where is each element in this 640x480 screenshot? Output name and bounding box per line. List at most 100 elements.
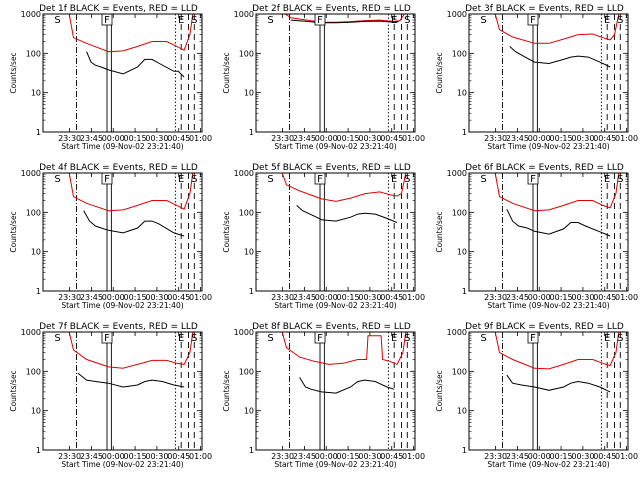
y-tick-label: 1 (36, 128, 41, 137)
x-tick-label: 00:00 (102, 293, 125, 302)
y-tick-label: 1000 (447, 328, 467, 337)
x-tick-label: 00:30 (358, 452, 381, 461)
x-tick-label: 01:00 (615, 134, 638, 143)
x-tick-label: 23:45 (80, 452, 103, 461)
x-tick-label: 01:00 (189, 293, 212, 302)
x-tick-label: 23:45 (506, 452, 529, 461)
chart-title: Det 7f BLACK = Events, RED = LLD (39, 322, 198, 332)
y-tick-label: 1000 (234, 328, 254, 337)
events-series-line (299, 377, 395, 394)
x-tick-label: 00:45 (593, 293, 616, 302)
marker-label: E (178, 333, 184, 344)
y-tick-label: 10 (457, 248, 467, 257)
marker-label: S (54, 333, 60, 344)
marker-label: E (178, 174, 184, 185)
x-tick-label: 00:30 (145, 293, 168, 302)
marker-label: F (104, 333, 110, 344)
x-tick-label: 23:45 (506, 293, 529, 302)
marker-label: S (480, 174, 486, 185)
x-tick-label: 00:15 (337, 134, 360, 143)
y-tick-label: 10 (31, 89, 41, 98)
y-tick-label: 100 (26, 49, 41, 58)
marker-label: S (54, 15, 60, 26)
marker-label: S (191, 15, 197, 26)
x-tick-label: 23:30 (484, 293, 507, 302)
x-tick-label: 00:45 (380, 134, 403, 143)
marker-label: E (391, 15, 397, 26)
marker-label: E (604, 333, 610, 344)
y-tick-label: 10 (457, 89, 467, 98)
x-axis-label: Start Time (09-Nov-02 23:21:40) (487, 460, 609, 469)
x-tick-label: 23:30 (271, 452, 294, 461)
events-series-line (77, 372, 185, 388)
x-tick-label: 00:45 (593, 452, 616, 461)
chart-panel-1: Det 1f BLACK = Events, RED = LLD 1 10 100 10… (9, 4, 212, 151)
x-tick-label: 00:00 (528, 134, 551, 143)
x-tick-label: 23:45 (80, 293, 103, 302)
x-tick-label: 01:00 (615, 293, 638, 302)
x-tick-label: 00:30 (571, 452, 594, 461)
y-tick-label: 100 (452, 49, 467, 58)
chart-title: Det 3f BLACK = Events, RED = LLD (465, 4, 624, 14)
y-tick-label: 10 (244, 407, 254, 416)
x-tick-label: 00:30 (571, 293, 594, 302)
y-tick-label: 100 (239, 49, 254, 58)
y-tick-label: 10 (31, 248, 41, 257)
x-tick-label: 01:00 (189, 452, 212, 461)
y-tick-label: 1 (249, 287, 254, 296)
y-tick-label: 1 (249, 128, 254, 137)
marker-label: S (404, 333, 410, 344)
y-tick-label: 1000 (21, 10, 41, 19)
lld-series-line (43, 332, 196, 369)
y-tick-label: 10 (244, 248, 254, 257)
chart-panel-5: Det 5f BLACK = Events, RED = LLD 1 10 100 10… (222, 163, 425, 310)
chart-panel-3: Det 3f BLACK = Events, RED = LLD 1 10 100 10… (435, 4, 638, 151)
y-tick-label: 1000 (234, 169, 254, 178)
x-tick-label: 23:45 (80, 134, 103, 143)
x-tick-label: 00:15 (550, 293, 573, 302)
lld-series-line (469, 173, 622, 212)
x-axis-label: Start Time (09-Nov-02 23:21:40) (487, 301, 609, 310)
y-tick-label: 1000 (21, 169, 41, 178)
events-series-line (290, 19, 399, 24)
y-tick-label: 1 (249, 446, 254, 455)
y-tick-label: 1000 (234, 10, 254, 19)
x-tick-label: 00:45 (167, 452, 190, 461)
y-tick-label: 1000 (21, 328, 41, 337)
lld-series-line (43, 14, 196, 53)
x-tick-label: 00:00 (102, 134, 125, 143)
x-tick-label: 23:30 (484, 134, 507, 143)
marker-label: E (178, 15, 184, 26)
x-tick-label: 00:45 (380, 293, 403, 302)
x-tick-label: 01:00 (402, 293, 425, 302)
marker-label: S (191, 174, 197, 185)
plot-frame (42, 13, 203, 133)
plot-frame (255, 172, 416, 292)
x-axis-label: Start Time (09-Nov-02 23:21:40) (61, 142, 183, 151)
x-axis-label: Start Time (09-Nov-02 23:21:40) (61, 460, 183, 469)
marker-label: S (404, 15, 410, 26)
x-tick-label: 00:00 (528, 293, 551, 302)
y-tick-label: 100 (26, 367, 41, 376)
y-tick-label: 10 (244, 89, 254, 98)
x-tick-label: 00:15 (124, 452, 147, 461)
marker-label: S (617, 15, 623, 26)
lld-series-line (469, 332, 622, 370)
events-series-line (506, 208, 611, 237)
chart-title: Det 4f BLACK = Events, RED = LLD (39, 163, 198, 173)
events-series-line (506, 374, 611, 393)
x-axis-label: Start Time (09-Nov-02 23:21:40) (274, 301, 396, 310)
plot-frame (42, 331, 203, 451)
x-tick-label: 01:00 (402, 452, 425, 461)
x-tick-label: 00:45 (167, 293, 190, 302)
x-tick-label: 00:00 (528, 452, 551, 461)
y-tick-label: 1 (36, 446, 41, 455)
x-tick-label: 23:30 (484, 452, 507, 461)
y-axis-label: Counts/sec (435, 211, 444, 252)
x-tick-label: 01:00 (402, 134, 425, 143)
x-tick-label: 00:15 (337, 452, 360, 461)
marker-label: F (530, 174, 536, 185)
y-tick-label: 1 (462, 128, 467, 137)
x-tick-label: 00:30 (145, 452, 168, 461)
